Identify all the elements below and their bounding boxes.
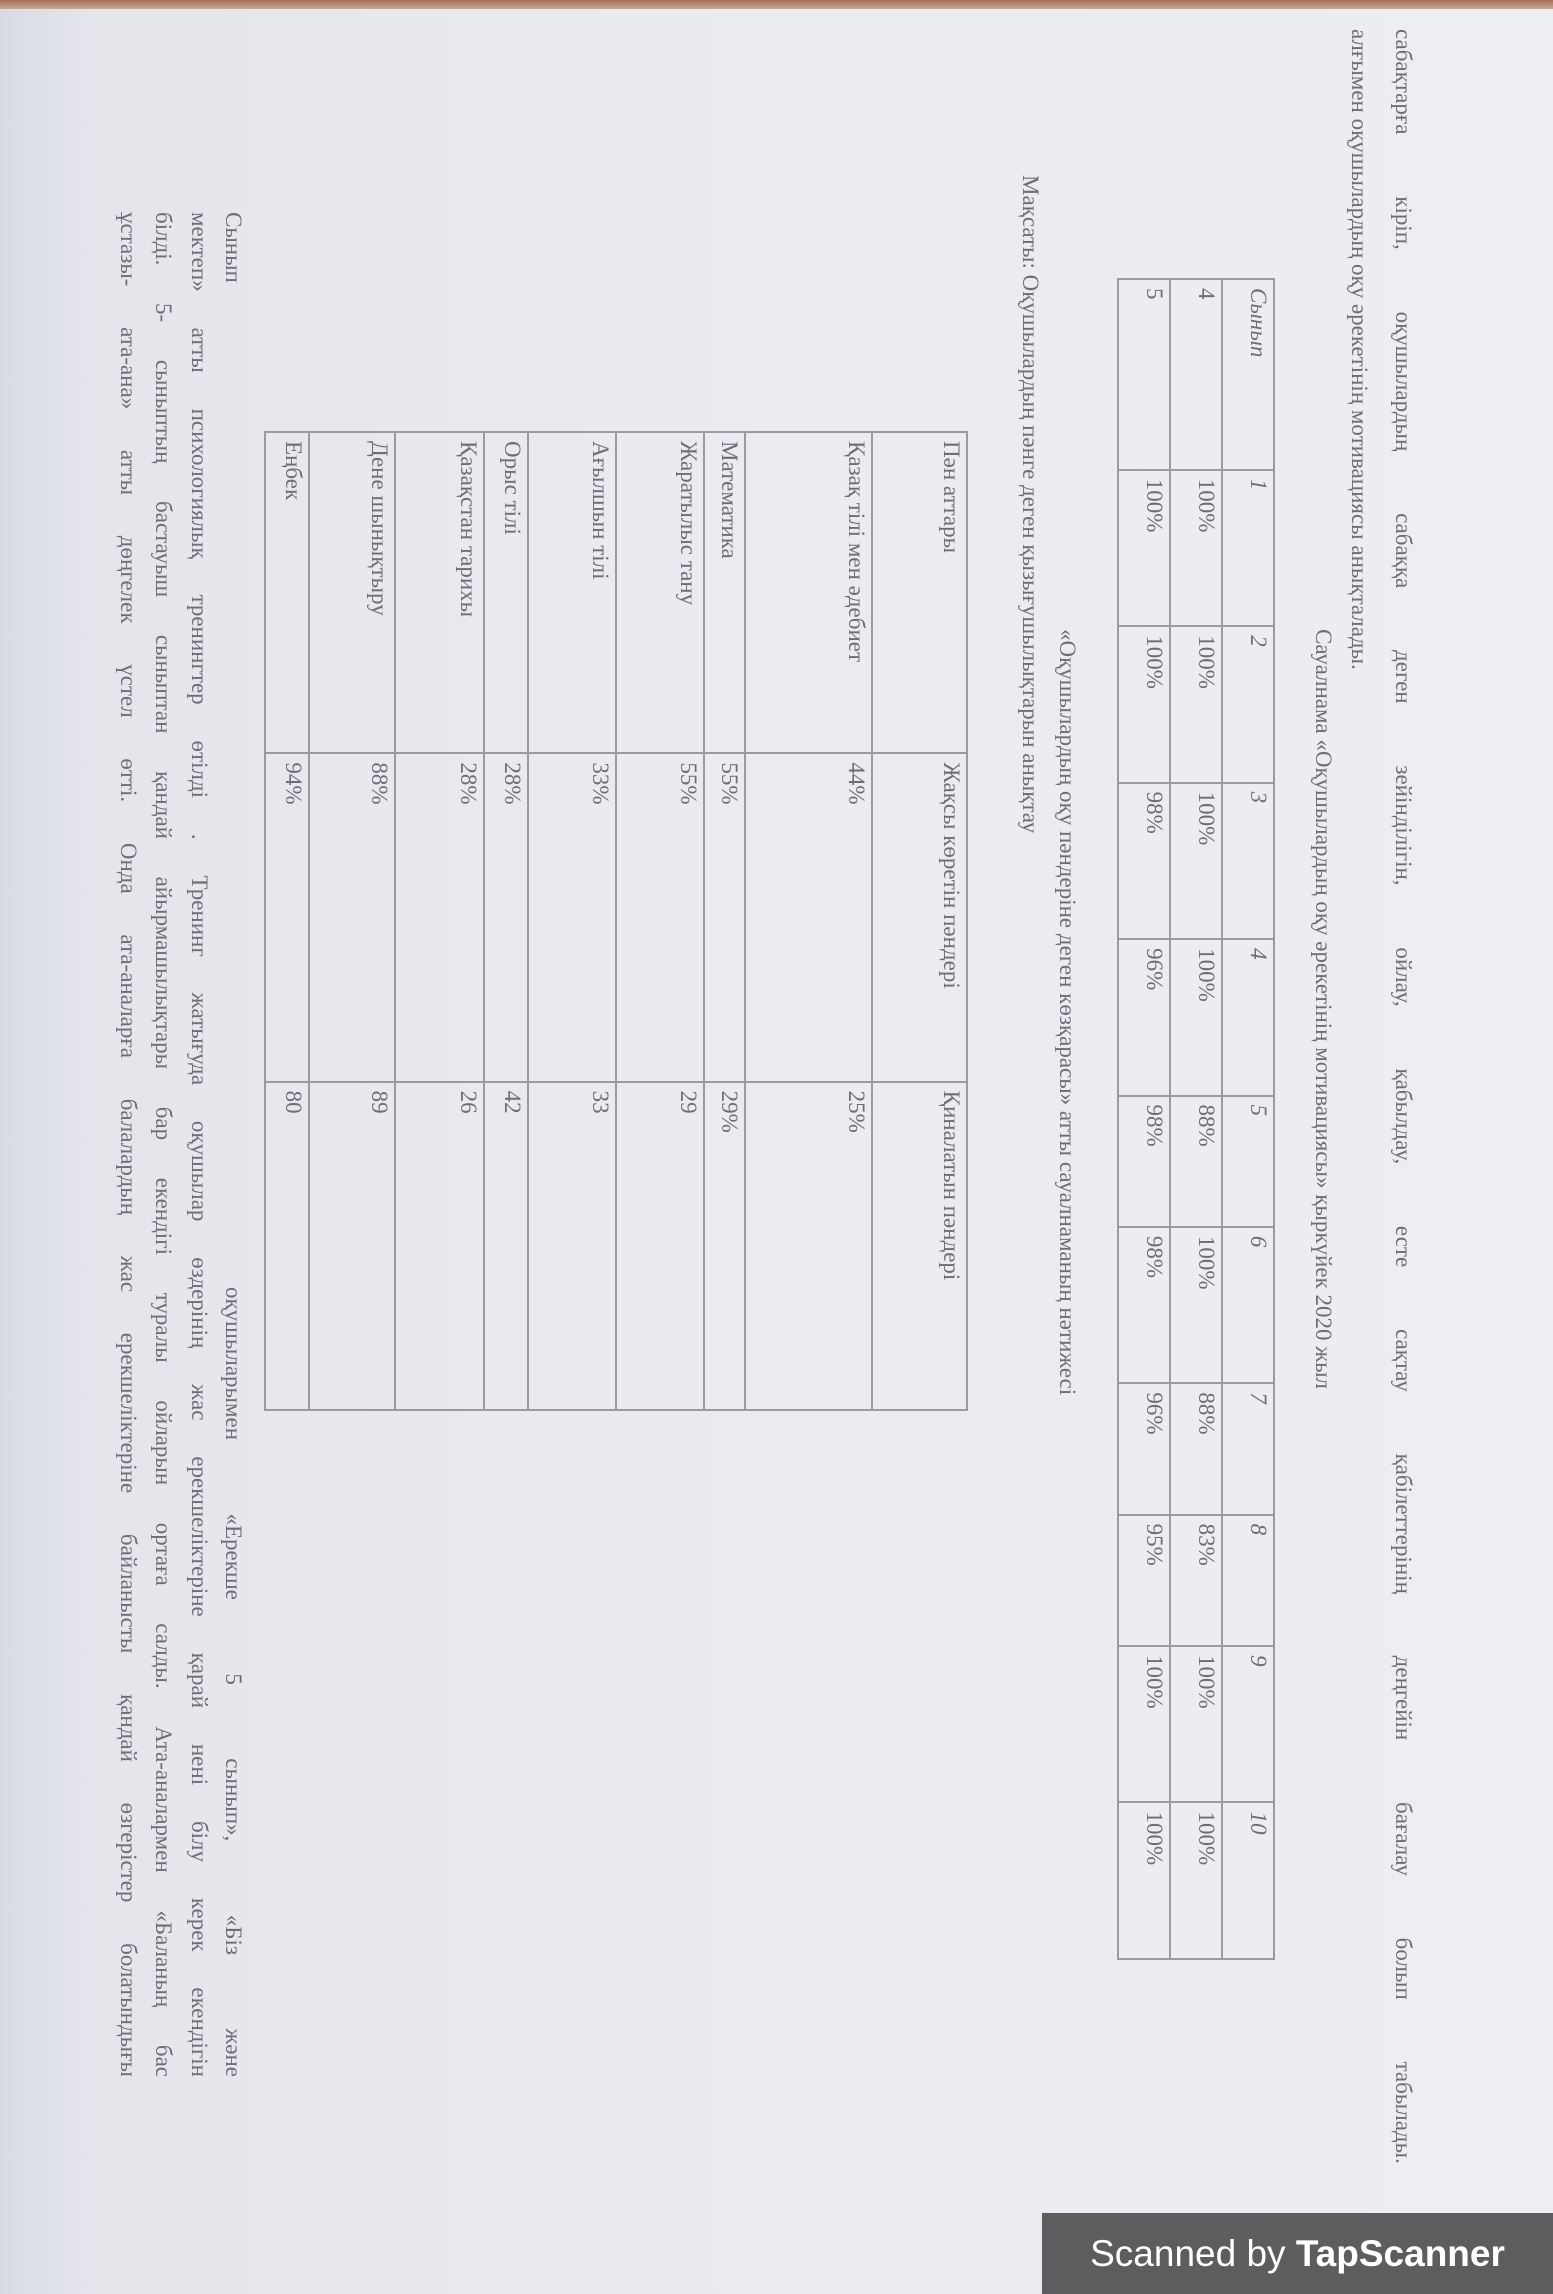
table-cell: 100% (1170, 469, 1222, 627)
table-cell: 26 (395, 1081, 484, 1410)
table-cell: 100% (1118, 626, 1170, 783)
table-row: Еңбек 94% 80 (265, 432, 309, 1410)
table-row: Дене шынықтыру 88% 89 (309, 432, 395, 1410)
table-cell: 100% (1118, 1646, 1170, 1803)
table-cell: 33% (528, 753, 616, 1082)
table-cell: 100% (1170, 1226, 1222, 1384)
paragraph-line: алғымен оқушылардың оқу әрекетінің мотив… (1347, 29, 1372, 670)
table-cell: 95% (1118, 1514, 1170, 1647)
table-cell: 98% (1118, 1226, 1170, 1384)
subjects-table: Пән аттары Жақсы көретін пәндері Қиналат… (264, 431, 968, 1411)
table-row: Ағылшын тілі 33% 33 (528, 432, 616, 1410)
table-row: Математика 55% 29% (704, 432, 745, 1410)
table-header-row: Пән аттары Жақсы көретін пәндері Қиналат… (872, 432, 967, 1410)
table-cell: 96% (1118, 1383, 1170, 1515)
paragraph-line: мектеп» атты психологиялық тренингтер өт… (187, 212, 212, 2077)
page-edge (0, 0, 1553, 9)
table-cell: 89 (309, 1081, 395, 1410)
table-cell: 55% (616, 753, 704, 1082)
table-cell: 96% (1118, 939, 1170, 1096)
table-cell: 88% (1170, 1383, 1222, 1515)
header-cell: 10 (1222, 1802, 1274, 1959)
header-cell: 1 (1222, 469, 1274, 627)
table-cell: 98% (1118, 1095, 1170, 1227)
table-cell: 100% (1118, 469, 1170, 627)
watermark-prefix: Scanned by (1090, 2233, 1296, 2274)
header-cell: 2 (1222, 626, 1274, 783)
header-cell: 5 (1222, 1095, 1274, 1227)
table-cell: Еңбек (265, 432, 309, 754)
table-cell: 28% (395, 753, 484, 1082)
table-cell: 28% (484, 753, 528, 1082)
table-row: Орыс тілі 28% 42 (484, 432, 528, 1410)
paragraph-label: Сынып (221, 212, 246, 283)
header-cell: 6 (1222, 1226, 1274, 1384)
paragraph-line: ұстазы- ата-ана» атты дөңгелек үстел өтт… (116, 212, 141, 2077)
header-cell: 3 (1222, 782, 1274, 940)
table-cell: 29 (616, 1081, 704, 1410)
table-cell: 100% (1170, 939, 1222, 1096)
header-cell: 4 (1222, 939, 1274, 1096)
table-cell: Ағылшын тілі (528, 432, 616, 754)
table-header-row: Сынып 1 2 3 4 5 6 7 8 9 10 (1222, 279, 1274, 1959)
table-row: Жаратылыс тану 55% 29 (616, 432, 704, 1410)
header-cell: Қиналатын пәндері (872, 1081, 967, 1410)
table-cell: 98% (1118, 782, 1170, 940)
scanner-watermark: Scanned by TapScanner (1042, 2213, 1553, 2294)
table-cell: 25% (745, 1081, 872, 1410)
header-cell: Пән аттары (872, 432, 967, 754)
header-cell: Жақсы көретін пәндері (872, 753, 967, 1082)
paragraph-line: сабақтарға кіріп, оқушылардың сабаққа де… (1391, 29, 1416, 2252)
header-cell: 7 (1222, 1383, 1274, 1515)
watermark-brand: TapScanner (1295, 2233, 1505, 2274)
table-cell: Математика (704, 432, 745, 754)
header-cell: 9 (1222, 1646, 1274, 1803)
table-cell: 80 (265, 1081, 309, 1410)
table-row: Қазақстан тарихы 28% 26 (395, 432, 484, 1410)
survey1-title: Сауалнама «Оқушылардың оқу әрекетінің мо… (1311, 629, 1336, 1390)
table-cell: Жаратылыс тану (616, 432, 704, 754)
table-cell: 100% (1170, 1802, 1222, 1959)
motivation-table: Сынып 1 2 3 4 5 6 7 8 9 10 4 100% 100% 1… (1117, 278, 1275, 1960)
table-cell: 33 (528, 1081, 616, 1410)
table-cell: 100% (1170, 1646, 1222, 1803)
paragraph-line: оқушыларымен «Ерекше 5 сынып», «Біз және (221, 1287, 246, 2077)
table-cell: Қазақ тілі мен әдебиет (745, 432, 872, 754)
table-cell: 88% (309, 753, 395, 1082)
header-cell: Сынып (1222, 279, 1274, 470)
table-cell: 4 (1170, 279, 1222, 470)
table-cell: 42 (484, 1081, 528, 1410)
paragraph-line: білді. 5- сыныптың бастауыш сыныптан қан… (151, 212, 176, 2077)
table-row: 5 100% 100% 98% 96% 98% 98% 96% 95% 100%… (1118, 279, 1170, 1959)
table-cell: 55% (704, 753, 745, 1082)
table-row: Қазақ тілі мен әдебиет 44% 25% (745, 432, 872, 1410)
table-cell: 94% (265, 753, 309, 1082)
table-row: 4 100% 100% 100% 100% 88% 100% 88% 83% 1… (1170, 279, 1222, 1959)
table-cell: 29% (704, 1081, 745, 1410)
table-cell: 44% (745, 753, 872, 1082)
table-cell: 100% (1118, 1802, 1170, 1959)
survey2-goal: Мақсаты: Оқушылардың пәнге деген қызығуш… (1018, 175, 1043, 834)
table-cell: Орыс тілі (484, 432, 528, 754)
table-cell: 83% (1170, 1514, 1222, 1647)
table-cell: 100% (1170, 626, 1222, 783)
table-cell: Дене шынықтыру (309, 432, 395, 754)
table-cell: 88% (1170, 1095, 1222, 1227)
header-cell: 8 (1222, 1514, 1274, 1647)
survey2-title: «Оқушылардың оқу пәндеріне деген көзқара… (1055, 629, 1080, 1396)
table-cell: Қазақстан тарихы (395, 432, 484, 754)
table-cell: 5 (1118, 279, 1170, 470)
table-cell: 100% (1170, 782, 1222, 940)
